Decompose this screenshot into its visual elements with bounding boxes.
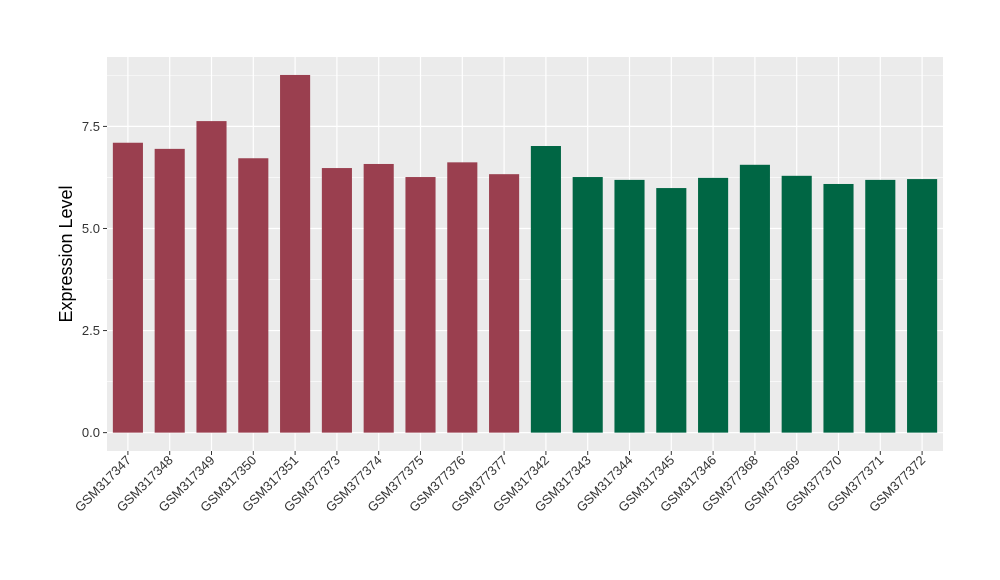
y-tick-label: 2.5 <box>82 323 100 338</box>
bar-gsm317350 <box>238 158 269 433</box>
bar-gsm377376 <box>447 162 478 433</box>
y-tick-label: 7.5 <box>82 119 100 134</box>
bar-gsm317351 <box>280 74 311 433</box>
bar-gsm317345 <box>656 188 687 433</box>
bar-gsm317343 <box>572 177 603 433</box>
bars <box>112 74 938 433</box>
y-tick-label: 0.0 <box>82 425 100 440</box>
bar-gsm317347 <box>112 142 143 433</box>
bar-gsm317348 <box>154 148 185 433</box>
bar-gsm317349 <box>196 121 227 433</box>
bar-gsm377377 <box>489 174 520 433</box>
bar-gsm377374 <box>363 163 394 433</box>
bar-gsm377369 <box>781 175 812 433</box>
bar-gsm377370 <box>823 183 854 433</box>
bar-gsm317346 <box>698 177 729 433</box>
plot-panel <box>107 57 943 451</box>
y-axis-ticks: 0.0 2.5 5.0 7.5 <box>82 119 107 440</box>
bar-gsm377373 <box>321 168 352 433</box>
bar-gsm377371 <box>865 179 896 433</box>
bar-gsm377375 <box>405 177 436 433</box>
bar-gsm377372 <box>907 179 938 433</box>
bar-gsm317344 <box>614 179 645 433</box>
bar-gsm317342 <box>530 146 561 433</box>
x-axis-ticks: GSM317347GSM317348GSM317349GSM317350GSM3… <box>72 451 928 515</box>
bar-gsm377368 <box>739 164 770 433</box>
y-tick-label: 5.0 <box>82 221 100 236</box>
y-axis-label: Expression Level <box>56 185 76 322</box>
